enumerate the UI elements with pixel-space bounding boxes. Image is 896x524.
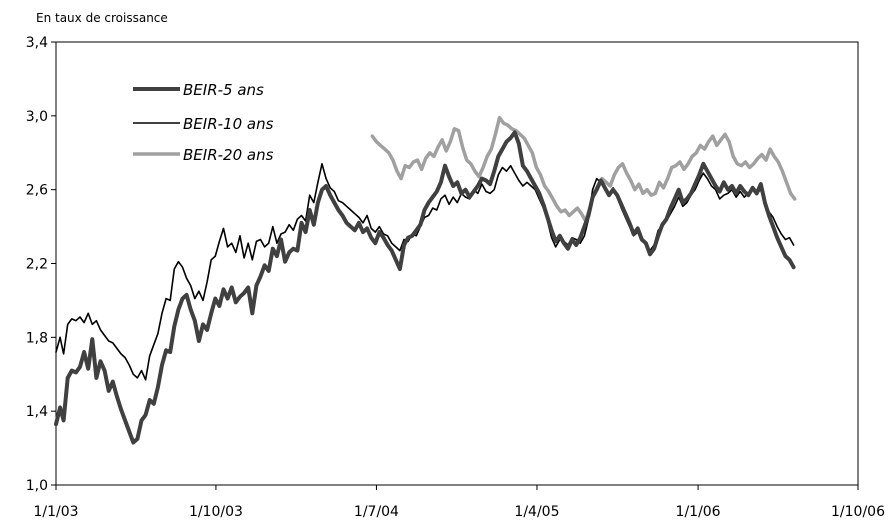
series-line-2 [55, 163, 795, 381]
plot-area [55, 41, 859, 486]
legend-label: BEIR-20 ans [183, 146, 274, 164]
x-tick-label: 1/4/05 [514, 504, 559, 520]
x-tick-label: 1/1/03 [33, 504, 78, 520]
legend-label: BEIR-5 ans [183, 81, 264, 99]
x-axis: 1/1/03 1/10/03 1/7/04 1/4/05 1/1/06 1/10/06 [33, 485, 885, 520]
series-line-1 [54, 130, 796, 445]
y-tick-label: 1,0 [26, 478, 48, 494]
series-group [54, 115, 797, 445]
y-tick-label: 3,4 [26, 35, 48, 51]
y-tick-label: 3,0 [26, 109, 48, 125]
x-tick-label: 1/10/06 [831, 504, 885, 520]
y-tick-label: 1,8 [26, 330, 48, 346]
legend: BEIR-5 ans BEIR-10 ans BEIR-20 ans [133, 81, 274, 164]
y-tick-label: 2,2 [26, 257, 48, 273]
x-tick-label: 1/1/06 [676, 504, 721, 520]
unit-label: En taux de croissance [36, 11, 168, 25]
y-axis: 1,0 1,4 1,8 2,2 2,6 3,0 3,4 [26, 35, 56, 494]
x-tick-label: 1/7/04 [354, 504, 399, 520]
series-line-3 [370, 115, 797, 223]
legend-label: BEIR-10 ans [183, 115, 274, 133]
x-tick-label: 1/10/03 [189, 504, 243, 520]
y-tick-label: 2,6 [26, 183, 48, 199]
y-tick-label: 1,4 [26, 404, 48, 420]
